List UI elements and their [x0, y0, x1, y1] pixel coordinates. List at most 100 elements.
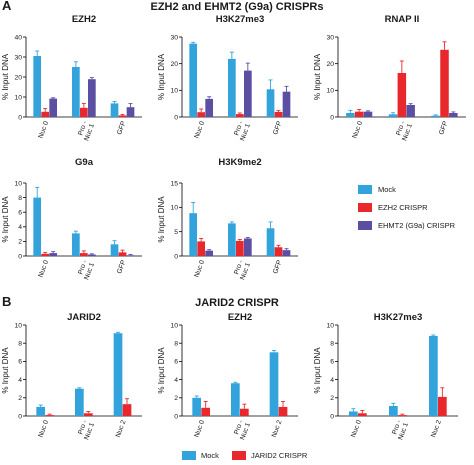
y-axis-label: % Input DNA — [157, 53, 166, 100]
y-tick-label: 4 — [18, 224, 22, 231]
category-label: Pro -Nuc 1 — [394, 120, 414, 142]
chart-b-jarid2: JARID2 % Input DNA 0 2 4 6 8 10 Nuc 0 Pro -Nuc 1 N… — [1, 312, 142, 441]
bar — [349, 411, 358, 416]
category-label: Pro -Nuc 1 — [232, 120, 252, 142]
bar — [266, 89, 275, 117]
bar — [72, 233, 80, 256]
y-tick-label: 30 — [170, 34, 178, 41]
y-tick-label: 20 — [170, 61, 178, 68]
bar — [45, 415, 55, 416]
y-tick-label: 20 — [326, 61, 334, 68]
chart-title: H3K9me2 — [218, 157, 261, 168]
bar — [282, 91, 291, 117]
bar — [118, 115, 127, 117]
chart-a-ezh2: EZH2 % Input DNA 0 10 20 30 40 Nuc 0 Pro -Nuc 1 G… — [1, 14, 142, 142]
bar — [363, 111, 373, 117]
bar — [201, 407, 211, 416]
bar — [36, 406, 46, 416]
bar — [274, 111, 283, 117]
chart-a-h3k9me2: H3K9me2 % Input DNA 0 5 10 15 Nuc 0 Pro -Nuc 1 G… — [157, 157, 298, 281]
bar — [87, 254, 96, 256]
bar — [80, 107, 88, 117]
y-tick-label: 4 — [18, 377, 22, 384]
y-tick-label: 0 — [174, 114, 178, 121]
bar — [397, 73, 407, 117]
category-label: Nuc 0 — [38, 259, 51, 278]
bar — [205, 98, 214, 117]
chart-title: G9a — [75, 157, 94, 168]
chart-a-h3k27me3: H3K27me3 % Input DNA 0 10 20 30 Nuc 0 Pro -Nuc … — [157, 14, 298, 142]
bar — [126, 107, 135, 117]
bar — [122, 404, 132, 416]
category-label: GFP — [116, 259, 128, 275]
legend-b: Mock JARID2 CRISPR — [182, 451, 308, 460]
bar — [431, 115, 440, 117]
bar — [388, 114, 398, 117]
bar — [189, 213, 198, 256]
chart-title: H3K27me3 — [374, 312, 423, 323]
y-tick-label: 0 — [18, 114, 22, 121]
y-tick-label: 10 — [326, 88, 334, 95]
y-axis-label: % Input DNA — [157, 196, 166, 243]
y-tick-label: 8 — [18, 341, 22, 348]
y-tick-label: 0 — [174, 253, 178, 260]
bar — [110, 103, 119, 117]
bar — [189, 43, 198, 117]
chart-title: EZH2 — [228, 312, 252, 323]
y-tick-label: 10 — [14, 180, 22, 187]
legend-a-swatch-mock — [358, 185, 372, 194]
category-label: Nuc 0 — [194, 419, 207, 438]
bar — [389, 405, 398, 416]
chart-title: H3K27me3 — [216, 14, 265, 25]
legend-a-label-ehmt2: EHMT2 (G9a) CRISPR — [378, 221, 456, 230]
y-tick-label: 2 — [330, 395, 334, 402]
panel-a-title: EZH2 and EHMT2 (G9a) CRISPRs — [151, 1, 324, 13]
chart-title: RNAP II — [385, 14, 420, 25]
bar — [398, 415, 407, 416]
y-tick-label: 10 — [170, 205, 178, 212]
bar — [440, 49, 449, 117]
bar — [205, 250, 214, 256]
y-tick-label: 6 — [330, 359, 334, 366]
panel-b-letter: B — [2, 294, 11, 309]
y-tick-label: 10 — [170, 322, 178, 329]
y-tick-label: 0 — [330, 114, 334, 121]
legend-a-label-ezh2: EZH2 CRISPR — [378, 203, 428, 212]
y-axis-label: % Input DNA — [1, 196, 10, 243]
category-label: Pro -Nuc 1 — [390, 419, 410, 441]
category-label: Pro -Nuc 1 — [232, 259, 252, 281]
y-axis-label: % Input DNA — [313, 53, 322, 100]
bar — [197, 112, 206, 117]
bar — [75, 388, 84, 416]
bar — [438, 396, 447, 416]
category-label: GFP — [116, 120, 128, 136]
bar — [41, 253, 50, 256]
bar — [228, 58, 236, 117]
chart-a-g9a: G9a % Input DNA 0 2 4 6 8 10 Nuc 0 Pro -Nuc 1 GFP — [1, 157, 142, 281]
category-label: Nuc 0 — [352, 120, 365, 139]
category-label: Nuc 2 — [115, 419, 128, 438]
category-label: Pro -Nuc 1 — [76, 259, 96, 281]
bar — [33, 197, 42, 256]
legend-a: Mock EZH2 CRISPR EHMT2 (G9a) CRISPR — [358, 185, 456, 230]
y-tick-label: 40 — [14, 34, 22, 41]
category-label: Pro -Nuc 1 — [232, 419, 252, 441]
y-tick-label: 6 — [174, 359, 178, 366]
category-label: Nuc 2 — [271, 419, 284, 438]
chart-a-rnap-ii: RNAP II % Input DNA 0 10 20 30 Nuc 0 Pro -Nuc 1… — [313, 14, 466, 142]
bar — [429, 335, 438, 416]
bar — [228, 223, 236, 256]
bar — [197, 241, 206, 256]
category-label: Nuc 0 — [194, 120, 207, 139]
bar — [243, 238, 252, 256]
bar — [269, 352, 279, 416]
bar — [80, 253, 88, 256]
category-label: GFP — [438, 120, 450, 136]
bar — [72, 67, 80, 117]
y-tick-label: 30 — [326, 34, 334, 41]
y-tick-label: 0 — [174, 413, 178, 420]
y-axis-label: % Input DNA — [313, 347, 322, 394]
legend-b-swatch-jarid2 — [232, 451, 246, 460]
chart-b-h3k27me3: H3K27me3 % Input DNA 0 2 4 6 8 10 Nuc 0 Pro -Nuc … — [313, 312, 458, 441]
